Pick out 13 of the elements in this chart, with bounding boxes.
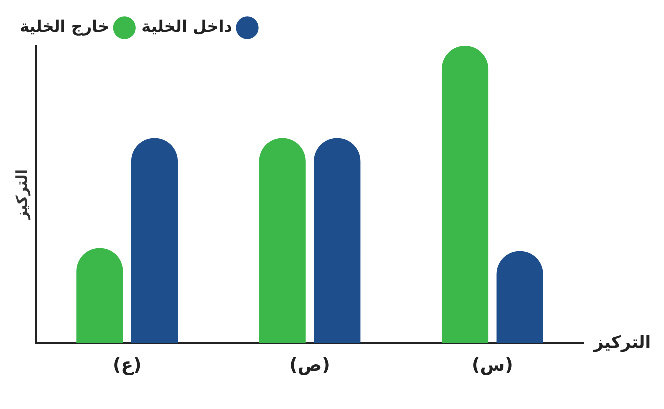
bar: [131, 138, 178, 344]
bar: [314, 138, 361, 344]
bar: [496, 251, 544, 344]
legend-label: داخل الخلية: [142, 17, 233, 36]
x-axis-title: التركيز: [593, 332, 652, 353]
legend-label: خارج الخلية: [20, 17, 110, 36]
bar: [259, 138, 306, 344]
y-axis-title: التركيز: [12, 169, 31, 221]
x-tick-label: (ص): [290, 354, 330, 376]
x-tick-label: (ع): [112, 354, 142, 376]
x-tick-label: (س): [472, 354, 514, 376]
bar: [442, 46, 489, 344]
bar: [76, 248, 124, 344]
